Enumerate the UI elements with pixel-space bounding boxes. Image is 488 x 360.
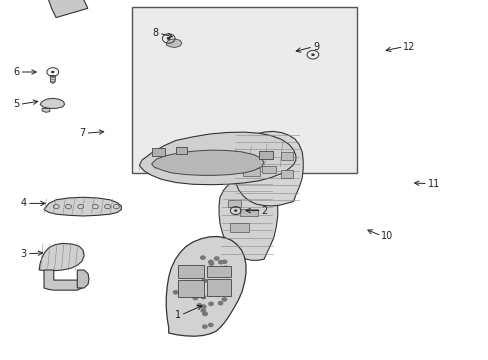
Text: 11: 11: [427, 179, 439, 189]
Circle shape: [216, 293, 220, 297]
Polygon shape: [40, 98, 64, 108]
Text: 9: 9: [312, 42, 319, 52]
Circle shape: [234, 210, 237, 212]
Circle shape: [224, 271, 228, 274]
Text: 2: 2: [261, 206, 267, 216]
Bar: [207, 279, 230, 296]
Circle shape: [202, 279, 206, 282]
Text: 8: 8: [152, 28, 159, 38]
Circle shape: [208, 302, 213, 306]
Bar: [262, 166, 275, 173]
Polygon shape: [139, 132, 295, 185]
Circle shape: [216, 288, 220, 291]
Circle shape: [213, 280, 218, 284]
Polygon shape: [50, 76, 55, 84]
Circle shape: [203, 312, 207, 315]
Polygon shape: [77, 270, 89, 288]
Text: 7: 7: [79, 128, 85, 138]
Text: 10: 10: [381, 231, 393, 241]
Circle shape: [222, 298, 226, 301]
Bar: [178, 265, 203, 278]
Bar: [132, 7, 356, 173]
Circle shape: [202, 325, 206, 328]
Polygon shape: [232, 131, 303, 206]
Circle shape: [226, 274, 231, 277]
Circle shape: [197, 303, 202, 307]
Circle shape: [218, 302, 222, 305]
Circle shape: [223, 266, 227, 269]
Circle shape: [193, 296, 197, 300]
Polygon shape: [166, 237, 245, 336]
Circle shape: [209, 262, 213, 265]
Circle shape: [201, 305, 205, 308]
Polygon shape: [151, 150, 264, 175]
Bar: [281, 170, 293, 178]
Polygon shape: [42, 108, 50, 112]
Circle shape: [186, 270, 191, 274]
Circle shape: [180, 289, 184, 293]
Circle shape: [180, 287, 184, 291]
Circle shape: [51, 71, 55, 73]
Circle shape: [214, 257, 219, 260]
Polygon shape: [166, 39, 182, 48]
Text: 3: 3: [20, 249, 27, 259]
Circle shape: [201, 296, 205, 299]
Circle shape: [191, 271, 195, 274]
Bar: [239, 209, 258, 216]
Circle shape: [218, 261, 223, 264]
Bar: [229, 223, 249, 232]
Polygon shape: [219, 177, 277, 260]
Circle shape: [223, 291, 227, 294]
Circle shape: [182, 285, 186, 288]
Bar: [228, 200, 240, 207]
Circle shape: [191, 274, 196, 277]
Circle shape: [310, 53, 314, 56]
Circle shape: [182, 269, 186, 273]
Circle shape: [201, 309, 205, 312]
Polygon shape: [44, 270, 82, 290]
Circle shape: [222, 260, 226, 263]
Circle shape: [219, 288, 224, 292]
Polygon shape: [39, 243, 84, 271]
Circle shape: [185, 293, 190, 296]
Circle shape: [200, 256, 204, 259]
Polygon shape: [44, 197, 121, 216]
Bar: [259, 151, 272, 159]
Bar: [151, 148, 165, 156]
Bar: [207, 266, 230, 277]
Bar: [281, 152, 293, 160]
Text: 1: 1: [174, 310, 181, 320]
Text: 6: 6: [13, 67, 20, 77]
Polygon shape: [44, 0, 373, 18]
Circle shape: [166, 37, 170, 40]
Bar: [178, 280, 203, 297]
Text: 4: 4: [20, 198, 27, 208]
Circle shape: [181, 268, 185, 271]
Circle shape: [208, 260, 213, 264]
Bar: [176, 147, 186, 154]
Bar: [242, 168, 259, 176]
Text: 5: 5: [13, 99, 20, 109]
Circle shape: [173, 291, 178, 294]
Circle shape: [208, 323, 212, 327]
Text: 12: 12: [403, 42, 415, 52]
